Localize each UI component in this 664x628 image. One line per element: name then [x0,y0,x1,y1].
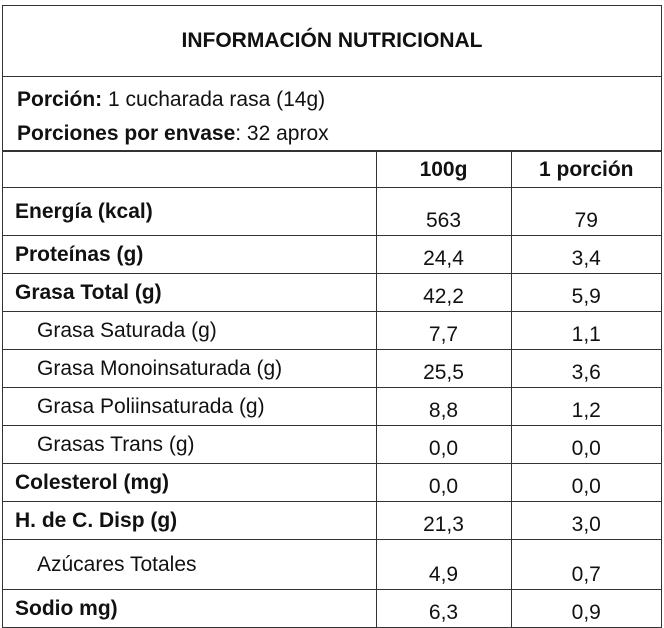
nutrient-value: 4,9 [375,539,512,590]
header-row: 100g 1 porción [3,151,661,188]
nutrient-value: 5,9 [510,273,661,312]
serving-info: Porción: 1 cucharada rasa (14g) Porcione… [3,77,661,151]
nutrient-row: Grasas Trans (g) 0,0 0,0 [3,425,661,464]
nutrient-value: 25,5 [375,349,512,388]
column-header: 1 porción [510,151,661,188]
nutrition-panel: INFORMACIÓN NUTRICIONAL Porción: 1 cucha… [2,5,662,628]
nutrient-value: 79 [510,187,661,236]
nutrient-value: 563 [375,187,512,236]
nutrient-label: Grasa Total (g) [3,273,377,312]
servings-per-container: Porciones por envase: 32 aprox [17,117,647,151]
nutrient-value: 1,1 [510,311,661,350]
nutrient-row: H. de C. Disp (g) 21,3 3,0 [3,501,661,540]
serving-label: Porción: [17,88,103,111]
nutrient-label: Proteínas (g) [3,235,377,274]
column-header: 100g [375,151,512,188]
serving: Porción: 1 cucharada rasa (14g) [17,83,647,117]
nutrient-value: 0,7 [510,539,661,590]
nutrient-row: Sodio mg) 6,3 0,9 [3,589,661,628]
servings-value: : 32 aprox [235,122,329,145]
servings-label: Porciones por envase [17,122,236,145]
nutrient-label: Grasa Poliinsaturada (g) [3,387,377,426]
nutrient-value: 0,9 [510,589,661,628]
nutrient-value: 3,0 [510,501,661,540]
nutrient-row: Azúcares Totales 4,9 0,7 [3,539,661,590]
nutrient-label: Grasas Trans (g) [3,425,377,464]
title: INFORMACIÓN NUTRICIONAL [3,6,661,77]
nutrient-row: Grasa Monoinsaturada (g) 25,5 3,6 [3,349,661,388]
nutrient-label: Sodio mg) [3,589,377,628]
nutrient-value: 0,0 [375,463,512,502]
nutrient-label: Azúcares Totales [3,539,377,590]
nutrient-label: Energía (kcal) [3,187,377,236]
nutrient-row: Grasa Saturada (g) 7,7 1,1 [3,311,661,350]
nutrition-table: 100g 1 porción Energía (kcal) 563 79 Proteína… [3,151,661,628]
header-blank [3,151,377,188]
nutrient-value: 21,3 [375,501,512,540]
nutrient-row: Grasa Total (g) 42,2 5,9 [3,273,661,312]
nutrient-value: 3,6 [510,349,661,388]
nutrient-value: 1,2 [510,387,661,426]
nutrient-label: Grasa Saturada (g) [3,311,377,350]
nutrient-row: Proteínas (g) 24,4 3,4 [3,235,661,274]
nutrient-value: 6,3 [375,589,512,628]
nutrient-value: 3,4 [510,235,661,274]
nutrient-value: 8,8 [375,387,512,426]
nutrient-label: Grasa Monoinsaturada (g) [3,349,377,388]
nutrient-value: 0,0 [510,463,661,502]
nutrient-row: Energía (kcal) 563 79 [3,187,661,236]
nutrient-value: 24,4 [375,235,512,274]
nutrient-row: Grasa Poliinsaturada (g) 8,8 1,2 [3,387,661,426]
nutrient-row: Colesterol (mg) 0,0 0,0 [3,463,661,502]
serving-value: 1 cucharada rasa (14g) [108,88,326,111]
nutrient-value: 42,2 [375,273,512,312]
nutrient-value: 0,0 [375,425,512,464]
nutrient-label: Colesterol (mg) [3,463,377,502]
nutrient-value: 7,7 [375,311,512,350]
nutrient-value: 0,0 [510,425,661,464]
nutrient-label: H. de C. Disp (g) [3,501,377,540]
